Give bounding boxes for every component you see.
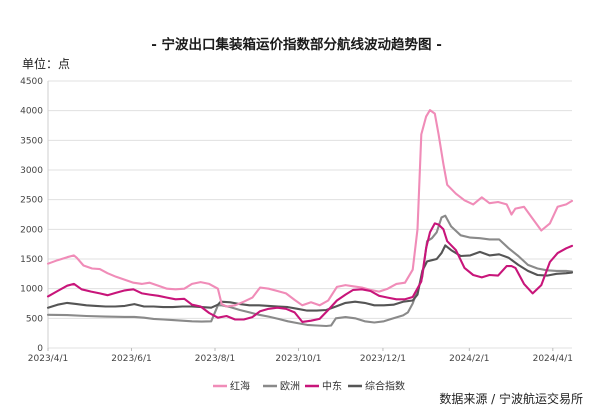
- grid: [48, 80, 572, 349]
- y-tick-label: 2000: [20, 225, 43, 235]
- x-tick-label: 2023/8/1: [195, 354, 235, 364]
- chart-title: - 宁波出口集装箱运价指数部分航线波动趋势图 -: [151, 36, 442, 53]
- y-axis: 0 500 1000 1500 2000 2500 3000 3500 4000 4500: [20, 77, 49, 354]
- x-tick-label: 2023/6/1: [111, 354, 151, 364]
- unit-label: 单位：点: [22, 56, 70, 71]
- y-tick-label: 3500: [20, 136, 43, 146]
- legend: 红海 欧洲 中东 综合指数: [213, 380, 405, 393]
- x-tick-label: 2024/4/1: [533, 354, 573, 364]
- x-tick-label: 2023/4/1: [28, 354, 68, 364]
- source-note: 数据来源 / 宁波航运交易所: [439, 391, 583, 406]
- y-tick-label: 2500: [20, 196, 43, 206]
- legend-label-0: 红海: [230, 380, 250, 393]
- x-tick-label: 2023/10/1: [275, 354, 321, 364]
- y-tick-label: 0: [37, 344, 43, 354]
- series-group: [46, 109, 574, 328]
- legend-label-2: 中东: [322, 380, 342, 393]
- legend-label-3: 综合指数: [365, 380, 405, 393]
- series-line-2: [46, 222, 574, 323]
- series-line-0: [46, 109, 574, 308]
- y-tick-label: 1000: [20, 285, 43, 295]
- x-axis: 2023/4/1 2023/6/1 2023/8/1 2023/10/1 2023/12…: [28, 348, 573, 364]
- y-tick-label: 4500: [20, 77, 43, 87]
- legend-label-1: 欧洲: [280, 381, 300, 393]
- y-tick-label: 500: [26, 314, 43, 324]
- y-tick-label: 4000: [20, 107, 43, 117]
- y-tick-label: 1500: [20, 255, 43, 265]
- series-line-3: [46, 244, 574, 312]
- x-tick-label: 2024/2/1: [449, 354, 489, 364]
- y-tick-label: 3000: [20, 166, 43, 176]
- x-tick-label: 2023/12/1: [360, 354, 406, 364]
- series-line-1: [46, 214, 574, 328]
